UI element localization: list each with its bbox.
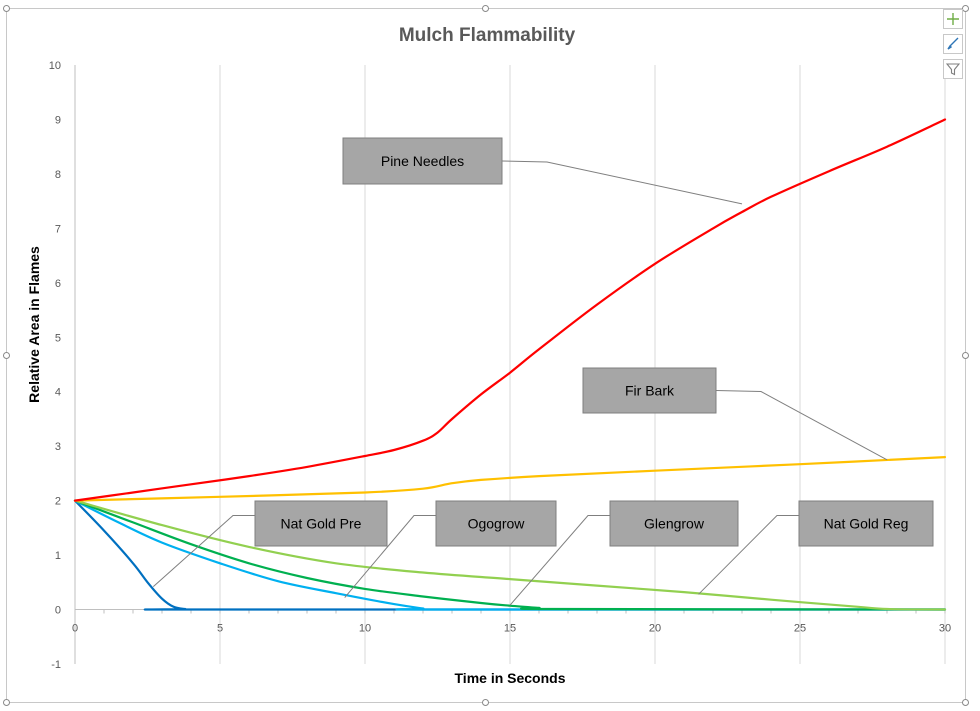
resize-handle-bottom-left[interactable] xyxy=(3,699,10,706)
x-tick-label: 15 xyxy=(504,623,516,635)
y-tick-label: 2 xyxy=(55,496,61,508)
resize-handle-top-left[interactable] xyxy=(3,5,10,12)
data-callout-box-nat-gold-pre[interactable] xyxy=(254,500,388,547)
data-callout-box-nat-gold-reg[interactable] xyxy=(798,500,934,547)
y-tick-label: 7 xyxy=(55,223,61,235)
data-callout-label-glengrow: Glengrow xyxy=(644,516,705,532)
series-line-glengrow[interactable] xyxy=(73,499,947,611)
resize-handle-bottom-right[interactable] xyxy=(962,699,969,706)
data-callout-label-nat-gold-reg: Nat Gold Reg xyxy=(824,516,909,532)
data-callout-label-nat-gold-pre: Nat Gold Pre xyxy=(281,516,362,532)
chart-styles-button[interactable] xyxy=(943,34,963,54)
x-tick-label: 20 xyxy=(649,623,661,635)
data-callout-box-pine-needles[interactable] xyxy=(342,137,503,185)
chart-svg: Mulch Flammability -1 0 1 2 3 4 5 6 7 8 9 10 0 5 10 15 20… xyxy=(26,25,951,686)
y-tick-label: 9 xyxy=(55,114,61,126)
y-tick-label: 4 xyxy=(55,387,61,399)
y-tick-label: 8 xyxy=(55,169,61,181)
data-callout-box-fir-bark[interactable] xyxy=(582,367,717,414)
data-callout-label-ogogrow: Ogogrow xyxy=(468,516,526,532)
series-line-nat-gold-reg[interactable] xyxy=(73,499,947,611)
resize-handle-top-center[interactable] xyxy=(482,5,489,12)
y-tick-label: 1 xyxy=(55,550,61,562)
y-tick-label: 5 xyxy=(55,332,61,344)
leader-line-ogogrow xyxy=(344,515,436,598)
resize-handle-bottom-center[interactable] xyxy=(482,699,489,706)
leader-line-nat-gold-pre xyxy=(152,515,255,588)
y-tick-label: 6 xyxy=(55,278,61,290)
leader-line-fir-bark xyxy=(715,390,888,461)
resize-handle-top-right[interactable] xyxy=(962,5,969,12)
data-callout-box-glengrow[interactable] xyxy=(609,500,739,547)
resize-handle-middle-left[interactable] xyxy=(3,352,10,359)
y-axis-title[interactable]: Relative Area in Flames xyxy=(26,246,42,403)
data-callout-box-ogogrow[interactable] xyxy=(435,500,557,547)
chart-elements-button[interactable] xyxy=(943,9,963,29)
leader-line-nat-gold-reg xyxy=(698,515,799,595)
x-axis-title[interactable]: Time in Seconds xyxy=(455,670,566,686)
data-callout-label-pine-needles: Pine Needles xyxy=(381,153,464,169)
x-tick-label: 30 xyxy=(939,623,951,635)
x-tick-label: 0 xyxy=(72,623,78,635)
y-tick-label: -1 xyxy=(51,659,61,671)
chart-title[interactable]: Mulch Flammability xyxy=(399,25,576,46)
x-tick-label: 25 xyxy=(794,623,806,635)
series-line-fir-bark[interactable] xyxy=(73,456,947,502)
x-tick-label: 10 xyxy=(359,623,371,635)
y-tick-label: 0 xyxy=(55,605,61,617)
chart-filters-button[interactable] xyxy=(943,59,963,79)
series-line-pine-needles[interactable] xyxy=(73,118,947,502)
leader-line-glengrow xyxy=(509,515,610,606)
chart-area[interactable]: Mulch Flammability -1 0 1 2 3 4 5 6 7 8 9 10 0 5 10 15 20… xyxy=(6,8,966,703)
leader-line-pine-needles xyxy=(501,160,743,205)
data-callout-label-fir-bark: Fir Bark xyxy=(625,383,675,399)
x-tick-label: 5 xyxy=(217,623,223,635)
resize-handle-middle-right[interactable] xyxy=(962,352,969,359)
y-tick-label: 3 xyxy=(55,441,61,453)
y-tick-label: 10 xyxy=(49,60,61,72)
